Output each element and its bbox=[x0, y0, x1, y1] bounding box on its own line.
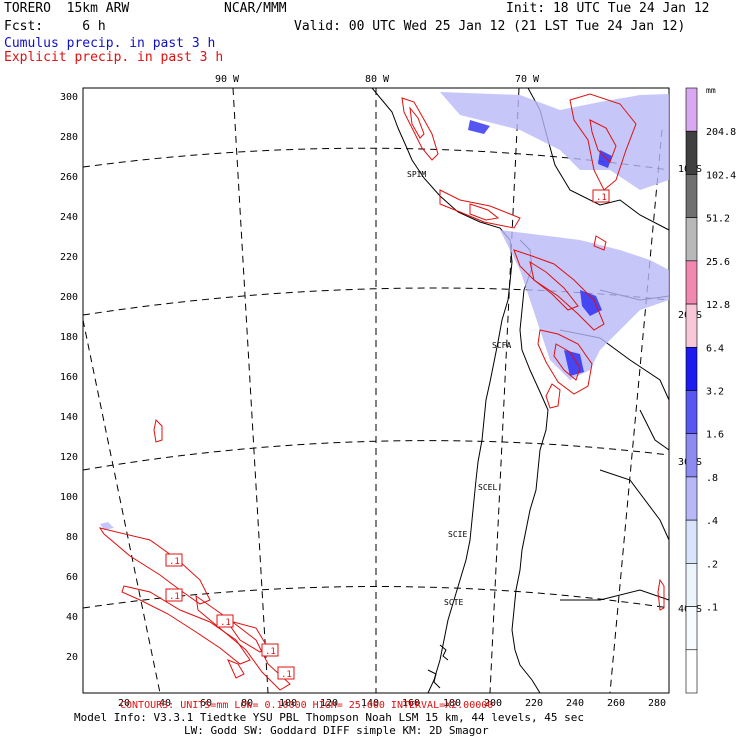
y-tick-label: 120 bbox=[60, 452, 78, 463]
valid-time: Valid: 00 UTC Wed 25 Jan 12 (21 LST Tue … bbox=[294, 19, 686, 34]
y-tick-label: 280 bbox=[60, 132, 78, 143]
colorbar-swatch bbox=[685, 563, 698, 607]
explicit-legend: Explicit precip. in past 3 h bbox=[4, 50, 224, 65]
colorbar-label: 1.6 bbox=[706, 430, 724, 441]
colorbar-swatch bbox=[685, 217, 698, 262]
colorbar-swatch bbox=[685, 174, 698, 218]
colorbar-swatch bbox=[685, 433, 698, 478]
station-spim: SPIM bbox=[407, 170, 426, 179]
y-tick-label: 60 bbox=[66, 572, 78, 583]
colorbar-unit: mm bbox=[706, 86, 716, 95]
x-tick-label: 240 bbox=[566, 698, 584, 709]
colorbar-label: .2 bbox=[706, 559, 718, 570]
contour-label: .1 bbox=[281, 670, 292, 680]
x-tick-label: 80 bbox=[241, 698, 253, 709]
colorbar-label: 3.2 bbox=[706, 387, 724, 398]
x-tick-label: 20 bbox=[118, 698, 130, 709]
y-tick-label: 220 bbox=[60, 252, 78, 263]
model-info-2: LW: Godd SW: Goddard DIFF simple KM: 2D … bbox=[184, 724, 489, 737]
colorbar: mm 204.8 102.4 51.2 25.6 12.8 6.4 3.2 1.6 .8 .4 .2… bbox=[685, 86, 736, 694]
lon-label: 90 W bbox=[215, 74, 240, 85]
init-time: Init: 18 UTC Tue 24 Jan 12 bbox=[506, 1, 710, 16]
x-tick-label: 40 bbox=[159, 698, 171, 709]
station-scel: SCEL bbox=[478, 483, 497, 492]
y-tick-label: 200 bbox=[60, 292, 78, 303]
x-tick-label: 160 bbox=[402, 698, 420, 709]
y-tick-label: 20 bbox=[66, 652, 78, 663]
y-axis: 300 280 260 240 220 200 180 160 140 120 … bbox=[60, 92, 78, 663]
x-tick-label: 120 bbox=[320, 698, 338, 709]
contour-label: .1 bbox=[169, 557, 180, 567]
colorbar-label: 25.6 bbox=[706, 257, 730, 268]
y-tick-label: 100 bbox=[60, 492, 78, 503]
x-tick-label: 60 bbox=[200, 698, 212, 709]
explicit-precip-contours bbox=[98, 93, 665, 691]
y-tick-label: 300 bbox=[60, 92, 78, 103]
x-tick-label: 100 bbox=[279, 698, 297, 709]
colorbar-swatch bbox=[685, 260, 698, 305]
contour-label: .1 bbox=[220, 618, 231, 628]
x-tick-label: 260 bbox=[607, 698, 625, 709]
model-info: Model Info: V3.3.1 Tiedtke YSU PBL Thomp… bbox=[74, 711, 584, 724]
y-tick-label: 80 bbox=[66, 532, 78, 543]
station-scte: SCTE bbox=[444, 598, 463, 607]
model-title: TORERO 15km ARW bbox=[4, 1, 130, 16]
y-tick-label: 140 bbox=[60, 412, 78, 423]
colorbar-label: 204.8 bbox=[706, 127, 736, 138]
colorbar-swatch bbox=[685, 303, 698, 348]
y-tick-label: 240 bbox=[60, 212, 78, 223]
cumulus-legend: Cumulus precip. in past 3 h bbox=[4, 36, 216, 51]
station-scie: SCIE bbox=[448, 530, 467, 539]
x-tick-label: 180 bbox=[443, 698, 461, 709]
contour-label: .1 bbox=[265, 647, 276, 657]
y-tick-label: 160 bbox=[60, 372, 78, 383]
colorbar-swatch bbox=[685, 87, 698, 132]
colorbar-swatch bbox=[685, 606, 698, 651]
x-axis: 20 40 60 80 100 120 140 160 180 200 220 … bbox=[118, 698, 666, 709]
y-tick-label: 260 bbox=[60, 172, 78, 183]
colorbar-label: .4 bbox=[706, 516, 718, 527]
x-tick-label: 200 bbox=[484, 698, 502, 709]
forecast-hour: Fcst: 6 h bbox=[4, 19, 106, 34]
colorbar-swatch bbox=[685, 390, 698, 435]
contour-info: CONTOURS: UNITS=mm LOW= 0.10000 HIGH= 25… bbox=[120, 700, 493, 711]
org-label: NCAR/MMM bbox=[224, 1, 287, 16]
station-labels: SPIM SCFA SCEL SCIE SCTE bbox=[407, 170, 511, 607]
colorbar-label: 102.4 bbox=[706, 170, 736, 181]
colorbar-swatch bbox=[685, 649, 698, 694]
colorbar-label: 12.8 bbox=[706, 300, 730, 311]
colorbar-label: 6.4 bbox=[706, 343, 724, 354]
contour-label-boxes: .1 .1 .1 .1 .1 .1 bbox=[165, 189, 610, 680]
lon-label: 80 W bbox=[365, 74, 390, 85]
colorbar-swatch bbox=[685, 130, 698, 175]
x-tick-label: 140 bbox=[361, 698, 379, 709]
x-tick-label: 280 bbox=[648, 698, 666, 709]
colorbar-swatch bbox=[685, 346, 698, 391]
colorbar-label: .1 bbox=[706, 603, 718, 614]
colorbar-label: 51.2 bbox=[706, 214, 730, 225]
colorbar-label: .8 bbox=[706, 473, 718, 484]
station-scfa: SCFA bbox=[492, 341, 511, 350]
lon-label: 70 W bbox=[515, 74, 540, 85]
y-tick-label: 180 bbox=[60, 332, 78, 343]
contour-label: .1 bbox=[596, 193, 607, 203]
y-tick-label: 40 bbox=[66, 612, 78, 623]
colorbar-swatch bbox=[685, 476, 698, 521]
contour-label: .1 bbox=[169, 592, 180, 602]
colorbar-swatch bbox=[685, 519, 698, 564]
x-tick-label: 220 bbox=[525, 698, 543, 709]
